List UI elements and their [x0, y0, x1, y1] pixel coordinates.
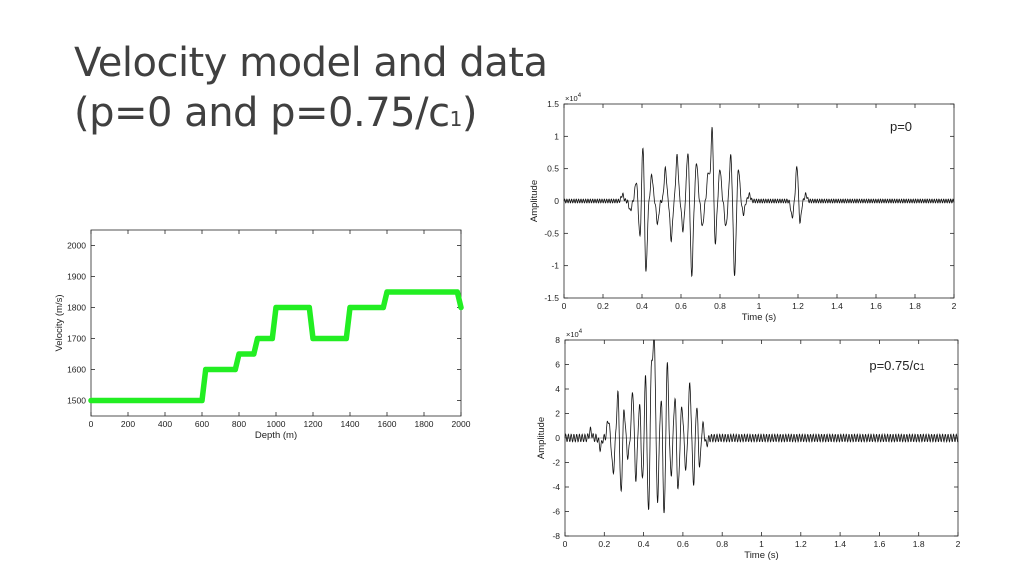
velocity-point [273, 304, 279, 311]
velocity-point [254, 335, 261, 342]
title-line-2-main: (p=0 and p=0.75/c [74, 90, 450, 136]
y-tick-label: -6 [552, 507, 560, 517]
x-tick-label: 0 [89, 419, 94, 429]
x-tick-label: 1.6 [873, 539, 885, 549]
title-subscript: 1 [449, 107, 463, 131]
x-axis-label: Depth (m) [255, 430, 297, 441]
y-tick-label: 1500 [67, 396, 86, 406]
exponent-base: ×10 [565, 94, 578, 103]
velocity-point [269, 335, 275, 342]
y-tick-label: 1600 [67, 365, 86, 375]
x-tick-label: 1200 [304, 419, 323, 429]
velocity-point [343, 335, 349, 342]
y-tick-label: 8 [555, 335, 560, 345]
y-tick-label: -0.5 [544, 228, 559, 238]
x-tick-label: 0.8 [716, 539, 728, 549]
x-tick-label: 1600 [378, 419, 397, 429]
velocity-point [203, 366, 209, 373]
y-tick-label: 1900 [67, 272, 86, 282]
amplitude-chart-p0: 0 0.2 0.4 0.6 0.8 1 1.2 1.4 1.6 1.8 2 -1.5 -1 -0.5 0 0.… [529, 93, 957, 323]
x-tick-label: 0 [562, 301, 567, 311]
y-tick-label: 4 [555, 384, 560, 394]
x-tick-label: 1.4 [831, 301, 843, 311]
y-tick-label: -2 [552, 458, 560, 468]
velocity-point [458, 304, 464, 311]
velocity-point [232, 366, 238, 373]
x-tick-label: 2000 [452, 419, 471, 429]
velocity-point [347, 304, 353, 311]
amplitude-trace-line [564, 339, 959, 514]
velocity-point [236, 351, 242, 357]
x-tick-label: 0.4 [638, 539, 650, 549]
x-tick-label: 0.2 [598, 539, 610, 549]
title-line-2: (p=0 and p=0.75/c1) [74, 88, 547, 144]
x-tick-label: 1.6 [870, 301, 882, 311]
y-tick-label: 2 [555, 409, 560, 419]
velocity-point [454, 289, 460, 295]
x-tick-label: 1.8 [909, 301, 921, 311]
x-tick-label: 1.2 [795, 539, 807, 549]
velocity-point [251, 351, 257, 357]
x-tick-label: 600 [195, 419, 209, 429]
y-axis-label: Amplitude [529, 180, 540, 222]
amplitude-trace-line [563, 126, 955, 278]
velocity-point [199, 397, 205, 404]
y-tick-label: 1700 [67, 334, 86, 344]
y-tick-label: -1 [551, 261, 559, 271]
y-tick-label: -1.5 [544, 293, 559, 303]
amplitude-chart-p075: 0 0.2 0.4 0.6 0.8 1 1.2 1.4 1.6 1.8 2 -8 -6 -4 -2 0 2 4 6 8… [536, 329, 961, 561]
y-tick-label: 6 [555, 360, 560, 370]
x-tick-label: 1.4 [834, 539, 846, 549]
x-tick-label: 0.2 [597, 301, 609, 311]
x-tick-label: 1.2 [792, 301, 804, 311]
x-tick-label: 0.6 [675, 301, 687, 311]
y-tick-label: 0.5 [547, 164, 559, 174]
y-tick-label: 1800 [67, 303, 86, 313]
x-tick-label: 0.4 [636, 301, 648, 311]
y-tick-label: 0 [555, 433, 560, 443]
axis-exponent: ×104 [566, 329, 583, 339]
x-tick-label: 0 [563, 539, 568, 549]
x-tick-label: 2 [956, 539, 961, 549]
title-line-2-end: ) [461, 90, 478, 136]
chart-annotation: p=0 [890, 119, 912, 134]
x-tick-label: 0.8 [714, 301, 726, 311]
x-tick-label: 1400 [341, 419, 360, 429]
x-tick-label: 1.8 [913, 539, 925, 549]
x-tick-label: 1800 [415, 419, 434, 429]
velocity-point [310, 335, 316, 342]
x-tick-label: 0.6 [677, 539, 689, 549]
velocity-point [384, 289, 390, 295]
velocity-point [380, 304, 386, 311]
y-tick-label: 0 [554, 196, 559, 206]
title-line-1: Velocity model and data [74, 40, 548, 86]
exponent-base: ×10 [566, 330, 579, 339]
y-axis-label: Velocity (m/s) [54, 294, 65, 351]
axis-exponent: ×104 [565, 93, 582, 103]
exponent-power: 4 [578, 93, 582, 99]
x-tick-label: 1000 [267, 419, 286, 429]
slide-title: Velocity model and data (p=0 and p=0.75/… [74, 38, 548, 144]
x-tick-label: 2 [952, 301, 957, 311]
y-tick-label: -8 [552, 531, 560, 541]
x-tick-label: 1 [757, 301, 762, 311]
y-axis-label: Amplitude [536, 417, 547, 459]
annotation-subscript: 1 [920, 362, 925, 372]
velocity-point [306, 304, 312, 311]
x-tick-label: 200 [121, 419, 135, 429]
x-axis-label: Time (s) [744, 550, 778, 561]
y-tick-label: 2000 [67, 241, 86, 251]
y-tick-label: 1 [554, 131, 559, 141]
x-tick-label: 400 [158, 419, 172, 429]
y-tick-label: 1.5 [547, 99, 559, 109]
velocity-point [88, 397, 94, 404]
chart-annotation: p=0.75/c1 [869, 358, 924, 373]
exponent-power: 4 [579, 329, 583, 335]
annotation-main: p=0.75/c [869, 358, 920, 373]
y-tick-label: -4 [552, 482, 560, 492]
x-tick-label: 800 [232, 419, 246, 429]
velocity-model-chart: 0 200 400 600 800 1000 1200 1400 1600 1800 2000 150… [54, 229, 471, 441]
x-axis-label: Time (s) [742, 312, 776, 323]
x-tick-label: 1 [759, 539, 764, 549]
